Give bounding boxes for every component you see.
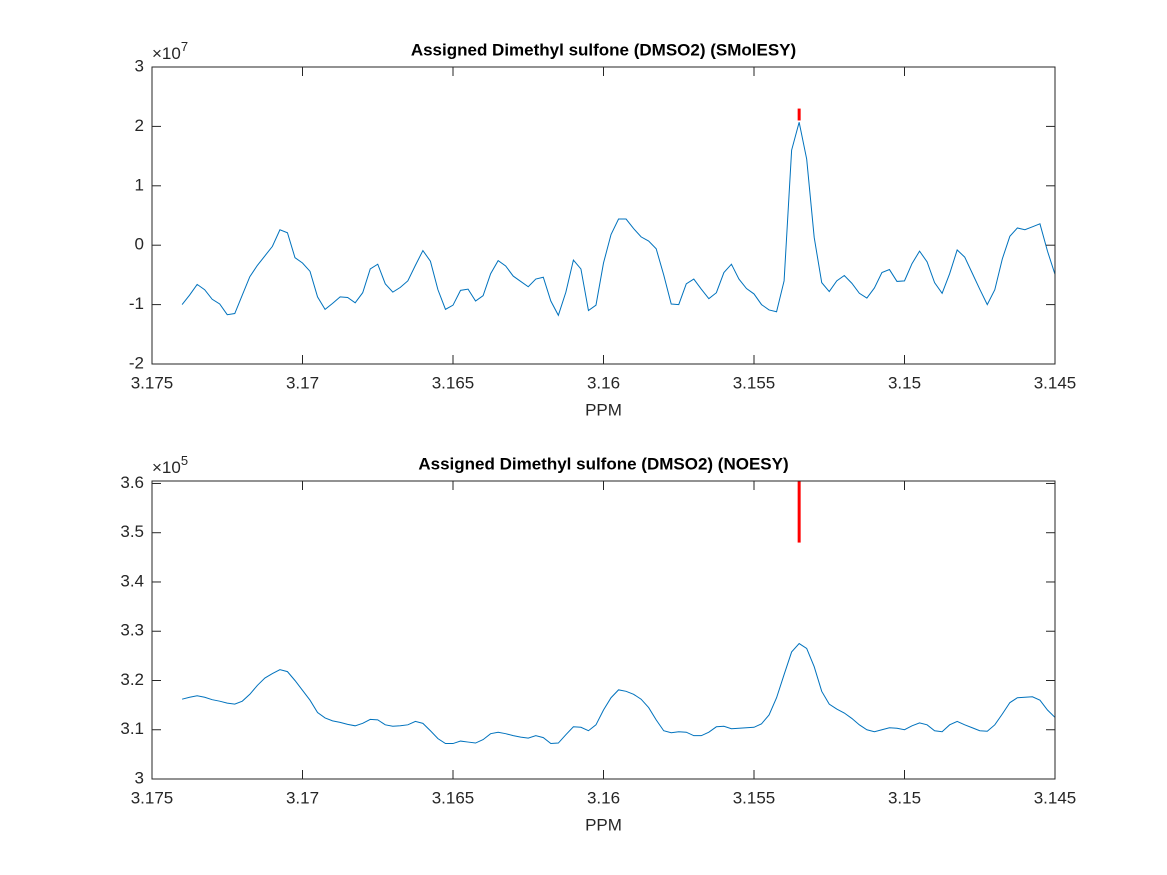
x-tick-label: 3.165: [432, 788, 475, 807]
y-multiplier-exponent: 7: [181, 39, 188, 54]
y-tick-label: 3.6: [120, 473, 144, 492]
y-tick-label: 0: [135, 235, 144, 254]
chart-title: Assigned Dimethyl sulfone (DMSO2) (NOESY…: [418, 454, 788, 473]
y-multiplier-base: ×10: [152, 44, 181, 63]
x-tick-label: 3.17: [286, 373, 319, 392]
x-tick-label: 3.17: [286, 788, 319, 807]
x-tick-label: 3.15: [888, 788, 921, 807]
x-tick-label: 3.155: [733, 373, 776, 392]
x-tick-label: 3.155: [733, 788, 776, 807]
x-tick-label: 3.165: [432, 373, 475, 392]
y-tick-label: 2: [135, 116, 144, 135]
y-tick-label: 1: [135, 175, 144, 194]
y-tick-label: -2: [129, 353, 144, 372]
x-tick-label: 3.175: [131, 373, 174, 392]
y-tick-label: 3.2: [120, 670, 144, 689]
y-tick-label: 3: [135, 768, 144, 787]
y-tick-label: 3.3: [120, 621, 144, 640]
x-axis-label: PPM: [585, 815, 622, 834]
y-multiplier-base: ×10: [152, 458, 181, 477]
data-line: [181, 122, 1055, 317]
x-tick-label: 3.175: [131, 788, 174, 807]
y-tick-label: 3: [135, 56, 144, 75]
y-multiplier-exponent: 5: [181, 453, 188, 468]
chart-title: Assigned Dimethyl sulfone (DMSO2) (SMolE…: [411, 40, 796, 59]
x-tick-label: 3.145: [1034, 788, 1077, 807]
y-tick-label: 3.5: [120, 522, 144, 541]
x-tick-label: 3.15: [888, 373, 921, 392]
data-line: [181, 642, 1055, 745]
x-tick-label: 3.16: [587, 373, 620, 392]
x-tick-label: 3.16: [587, 788, 620, 807]
y-multiplier: ×107: [152, 39, 188, 63]
y-tick-label: 3.4: [120, 571, 144, 590]
x-tick-label: 3.145: [1034, 373, 1077, 392]
y-tick-label: 3.1: [120, 719, 144, 738]
x-axis-label: PPM: [585, 400, 622, 419]
y-multiplier: ×105: [152, 453, 188, 477]
y-tick-label: -1: [129, 294, 144, 313]
